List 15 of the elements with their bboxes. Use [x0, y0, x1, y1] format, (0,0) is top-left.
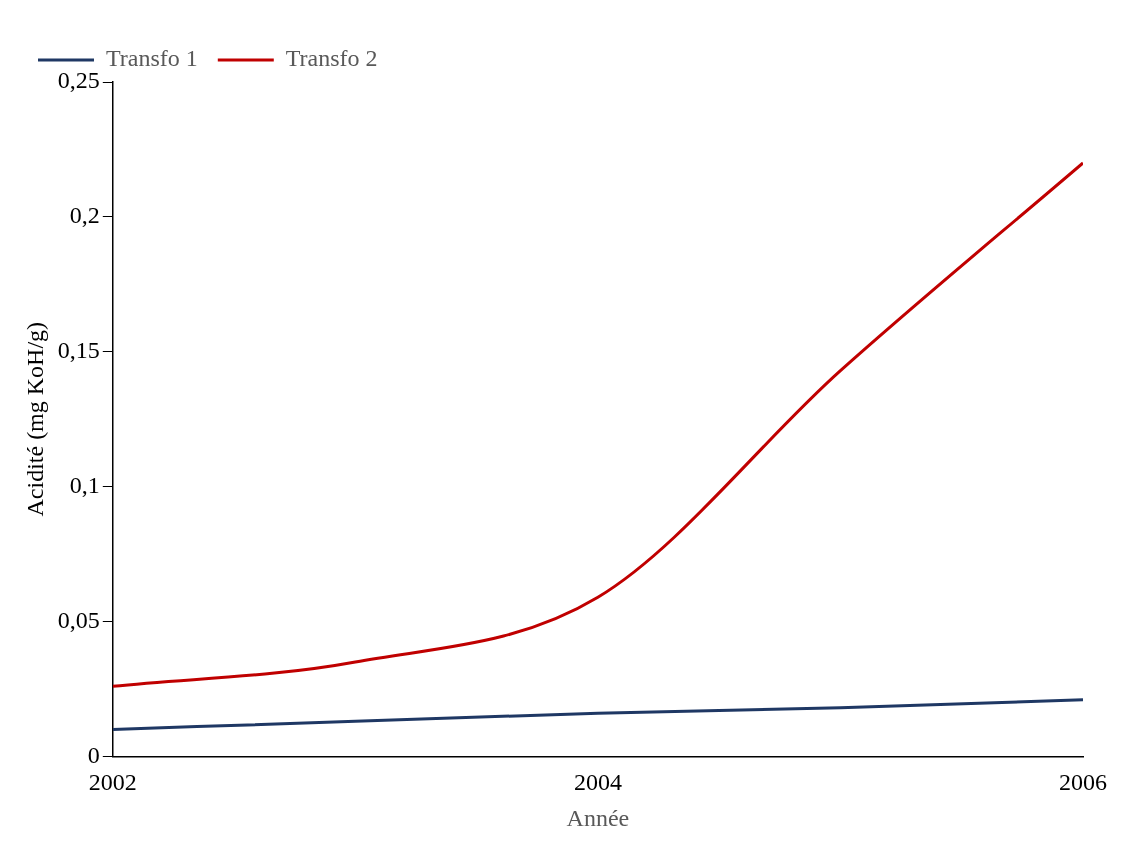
line-series — [112, 161, 1083, 688]
line-series — [112, 698, 1083, 731]
y-tick-label: 0,25 — [57, 67, 100, 94]
x-tick-label: 2002 — [88, 769, 137, 796]
x-tick-label: 2006 — [1059, 769, 1107, 796]
legend-label: Transfo 2 — [285, 45, 378, 72]
y-tick-label: 0,15 — [57, 337, 100, 364]
x-tick-label: 2004 — [573, 769, 622, 796]
x-axis-title: Année — [566, 804, 630, 831]
y-axis-title: Acidité (mg KoH/g) — [21, 321, 48, 517]
y-tick-label: 0,2 — [69, 202, 100, 229]
y-tick-label: 0 — [87, 741, 100, 768]
y-tick-label: 0,1 — [69, 471, 100, 498]
legend-label: Transfo 1 — [106, 45, 198, 72]
y-tick-label: 0,05 — [57, 606, 100, 633]
